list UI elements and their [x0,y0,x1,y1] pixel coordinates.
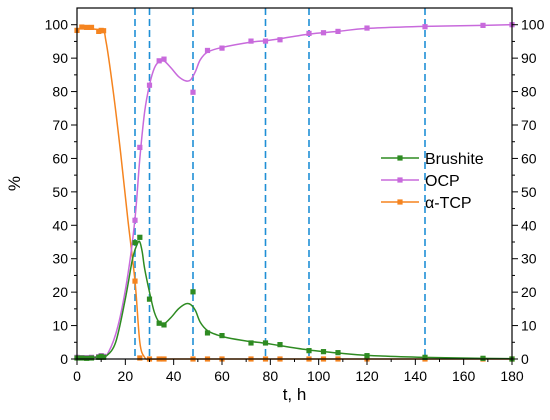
ocp-point [262,38,269,44]
brushite-point [262,340,269,346]
y-right-tick-label: 40 [521,217,537,233]
y-right-tick-label: 80 [521,84,537,100]
ocp-point [146,82,153,88]
tcp-point [79,24,85,30]
legend-marker-brushite [397,155,403,161]
brushite-point [146,296,153,302]
brushite-point [422,354,428,360]
brushite-point [248,340,254,346]
y-left-tick-label: 40 [52,217,68,233]
y-left-tick-label: 80 [52,84,68,100]
ocp-point [480,22,486,28]
brushite-point [190,289,196,295]
tcp-point [137,355,143,361]
y-left-tick-label: 0 [60,351,68,367]
ocp-point [320,30,327,36]
tcp-point [100,28,107,34]
brushite-point [277,342,283,348]
ocp-point [137,144,143,150]
x-tick-label: 60 [214,368,230,384]
brushite-point [320,349,327,355]
x-tick-label: 140 [404,368,428,384]
y-left-tick-label: 100 [45,17,69,33]
brushite-point [137,234,143,240]
y-right-tick-label: 60 [521,150,537,166]
x-tick-label: 160 [452,368,476,384]
x-axis-title: t, h [283,385,307,404]
ocp-point [422,24,428,30]
tcp-point [132,278,138,284]
y-left-tick-label: 50 [52,184,68,200]
brushite-point [204,330,211,336]
legend-label-brushite: Brushite [425,151,484,168]
legend: Brushite OCP α-TCP [381,151,484,212]
x-tick-label: 80 [263,368,279,384]
y-right-tick-label: 100 [521,17,545,33]
tcp-curve [76,27,512,360]
x-tick-label: 20 [118,368,134,384]
legend-label-tcp: α-TCP [425,195,472,212]
brushite-point [364,353,370,359]
y-left-tick-label: 10 [52,318,68,334]
brushite-point [306,348,312,354]
y-left-tick-label: 90 [52,50,68,66]
brushite-point [156,320,162,326]
y-right-tick-label: 50 [521,184,537,200]
brushite-point [79,355,85,361]
ocp-point [335,28,341,34]
ocp-point [132,217,138,223]
ocp-point [156,58,162,64]
y-left-tick-label: 20 [52,284,68,300]
brushite-point [132,240,138,246]
tcp-point [84,24,90,30]
brushite-point [161,322,167,328]
data-markers [74,22,515,362]
y-right-tick-label: 70 [521,117,537,133]
y-right-tick-label: 10 [521,318,537,334]
ocp-point [364,25,370,31]
tcp-point [88,24,95,30]
ocp-curve [76,23,513,359]
brushite-point [335,350,341,356]
x-tick-label: 100 [307,368,331,384]
brushite-point [219,333,225,339]
legend-marker-ocp [397,177,403,183]
legend-marker-tcp [397,199,403,205]
brushite-point [84,355,90,361]
brushite-curve [76,240,513,360]
ocp-point [277,37,283,43]
x-tick-label: 180 [500,368,524,384]
fitted-curves [76,23,513,360]
brushite-point [480,355,486,361]
x-tick-label: 40 [166,368,182,384]
ocp-point [306,30,312,37]
vertical-marker-lines [134,8,426,359]
ocp-point [190,89,196,95]
ocp-point [204,47,211,54]
x-tick-label: 0 [73,368,81,384]
y-right-tick-label: 0 [521,351,529,367]
ocp-point [161,56,167,62]
y-axis-title: % [5,176,24,191]
ocp-point [248,38,254,44]
ocp-point [219,45,225,51]
x-tick-label: 120 [355,368,379,384]
y-left-tick-label: 30 [52,251,68,267]
y-right-tick-label: 20 [521,284,537,300]
y-right-tick-label: 30 [521,251,537,267]
y-left-tick-label: 60 [52,150,68,166]
y-right-tick-label: 90 [521,50,537,66]
brushite-point [100,354,107,360]
legend-label-ocp: OCP [425,173,460,190]
brushite-point [88,355,95,361]
y-left-tick-label: 70 [52,117,68,133]
